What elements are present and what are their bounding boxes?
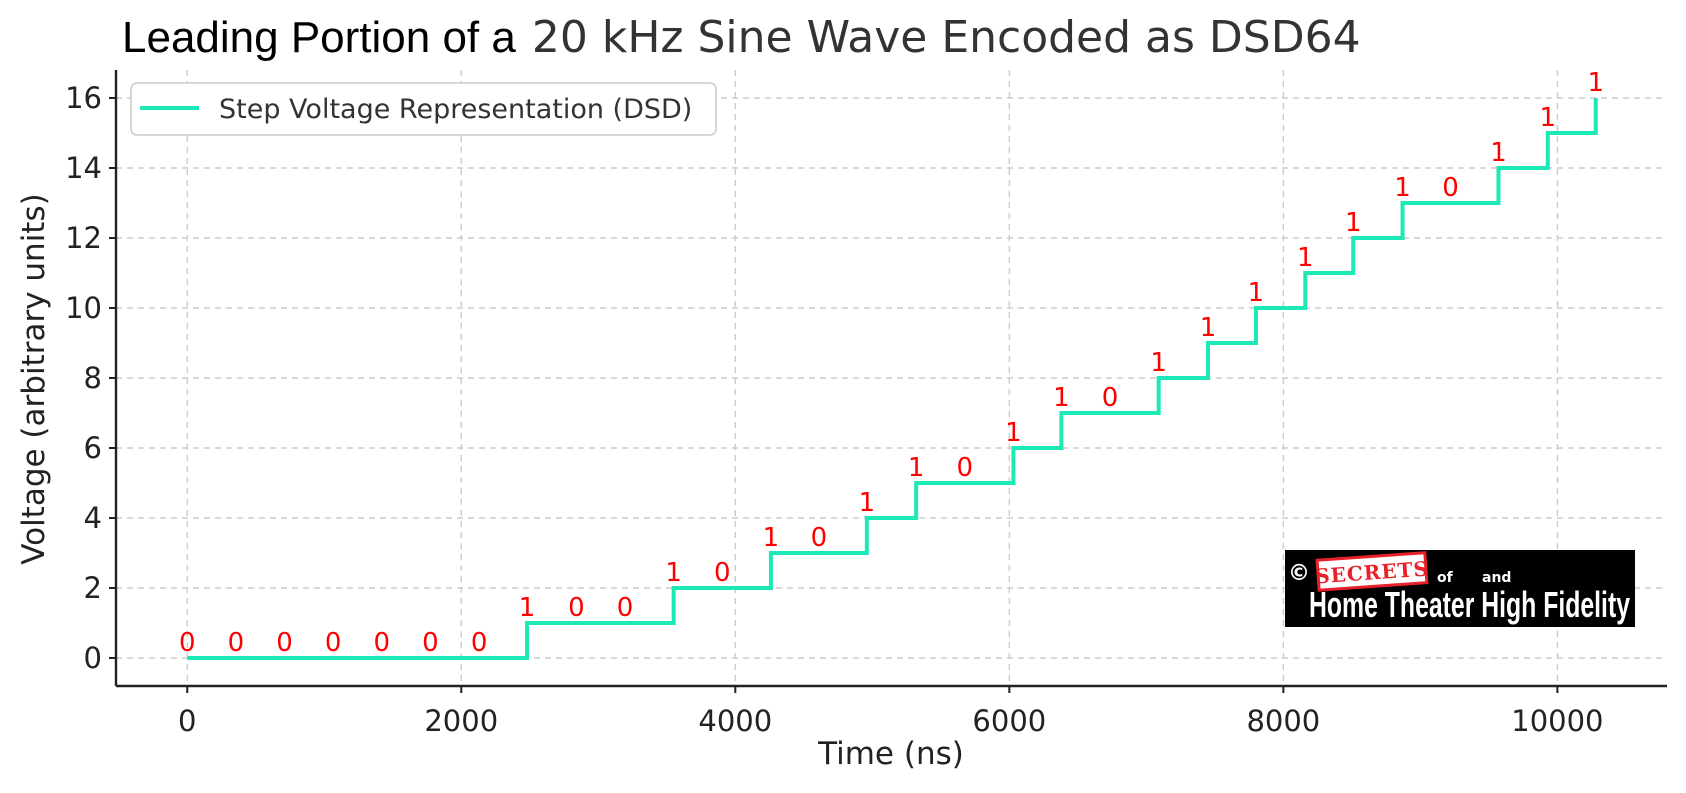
bit-label-3: 0 bbox=[325, 628, 342, 658]
bit-label-12: 1 bbox=[763, 523, 780, 553]
y-tick-label: 6 bbox=[84, 431, 102, 465]
bit-label-17: 1 bbox=[1005, 418, 1022, 448]
bit-label-6: 0 bbox=[471, 628, 488, 658]
x-axis-label: Time (ns) bbox=[817, 736, 964, 772]
y-axis-label: Voltage (arbitrary units) bbox=[16, 193, 52, 564]
bit-label-5: 0 bbox=[422, 628, 439, 658]
chart-title: Leading Portion of a 20 kHz Sine Wave En… bbox=[122, 12, 1361, 63]
x-tick-label: 2000 bbox=[424, 704, 498, 738]
y-tick-label: 4 bbox=[84, 501, 102, 535]
y-tick-label: 0 bbox=[84, 641, 102, 675]
watermark-logo: © SECRETS of and Home Theater High Fidel… bbox=[1285, 550, 1635, 627]
y-tick-label: 8 bbox=[84, 361, 102, 395]
y-tick-label: 2 bbox=[84, 571, 102, 605]
bit-label-24: 1 bbox=[1345, 208, 1362, 238]
y-tick-label: 10 bbox=[65, 291, 102, 325]
bit-label-7: 1 bbox=[519, 593, 536, 623]
y-tick-label: 14 bbox=[65, 151, 102, 185]
bit-label-14: 1 bbox=[859, 488, 876, 518]
y-tick-label: 12 bbox=[65, 221, 102, 255]
bit-label-23: 1 bbox=[1297, 243, 1314, 273]
bit-label-11: 0 bbox=[714, 558, 731, 588]
grid-lines bbox=[116, 70, 1667, 686]
bit-label-4: 0 bbox=[374, 628, 391, 658]
legend: Step Voltage Representation (DSD) bbox=[130, 82, 717, 136]
bit-label-22: 1 bbox=[1248, 278, 1265, 308]
watermark-copyright: © bbox=[1288, 561, 1310, 586]
bit-label-19: 0 bbox=[1102, 383, 1119, 413]
bit-label-2: 0 bbox=[276, 628, 293, 658]
chart-title-part2: 20 kHz Sine Wave Encoded as DSD64 bbox=[532, 12, 1361, 63]
legend-box bbox=[130, 82, 717, 136]
legend-label: Step Voltage Representation (DSD) bbox=[219, 94, 692, 125]
y-tick-label: 16 bbox=[65, 81, 102, 115]
watermark-of: of bbox=[1437, 570, 1454, 586]
bit-label-26: 0 bbox=[1442, 173, 1459, 203]
x-tick-label: 4000 bbox=[698, 704, 772, 738]
bit-label-16: 0 bbox=[957, 453, 974, 483]
bit-label-15: 1 bbox=[908, 453, 925, 483]
watermark-and: and bbox=[1482, 570, 1511, 586]
series-line-0 bbox=[187, 98, 1598, 660]
bit-label-9: 0 bbox=[617, 593, 634, 623]
bit-label-1: 0 bbox=[228, 628, 245, 658]
chart-title-part1: Leading Portion of a bbox=[122, 13, 516, 62]
bit-label-25: 1 bbox=[1394, 173, 1411, 203]
bit-label-27: 1 bbox=[1490, 138, 1507, 168]
x-tick-label: 10000 bbox=[1511, 704, 1603, 738]
bit-label-20: 1 bbox=[1150, 348, 1167, 378]
watermark-stamp: SECRETS bbox=[1314, 551, 1430, 592]
bit-label-18: 1 bbox=[1053, 383, 1070, 413]
x-tick-label: 0 bbox=[178, 704, 196, 738]
bit-label-29: 1 bbox=[1587, 68, 1604, 98]
bit-label-13: 0 bbox=[811, 523, 828, 553]
x-tick-label: 6000 bbox=[972, 704, 1046, 738]
watermark-name: Home Theater High Fidelity bbox=[1309, 584, 1630, 625]
bit-label-28: 1 bbox=[1540, 103, 1557, 133]
bit-label-0: 0 bbox=[179, 628, 196, 658]
series-group bbox=[187, 98, 1598, 660]
bit-label-10: 1 bbox=[665, 558, 682, 588]
x-tick-label: 8000 bbox=[1246, 704, 1320, 738]
bit-label-21: 1 bbox=[1200, 313, 1217, 343]
bit-label-8: 0 bbox=[568, 593, 585, 623]
